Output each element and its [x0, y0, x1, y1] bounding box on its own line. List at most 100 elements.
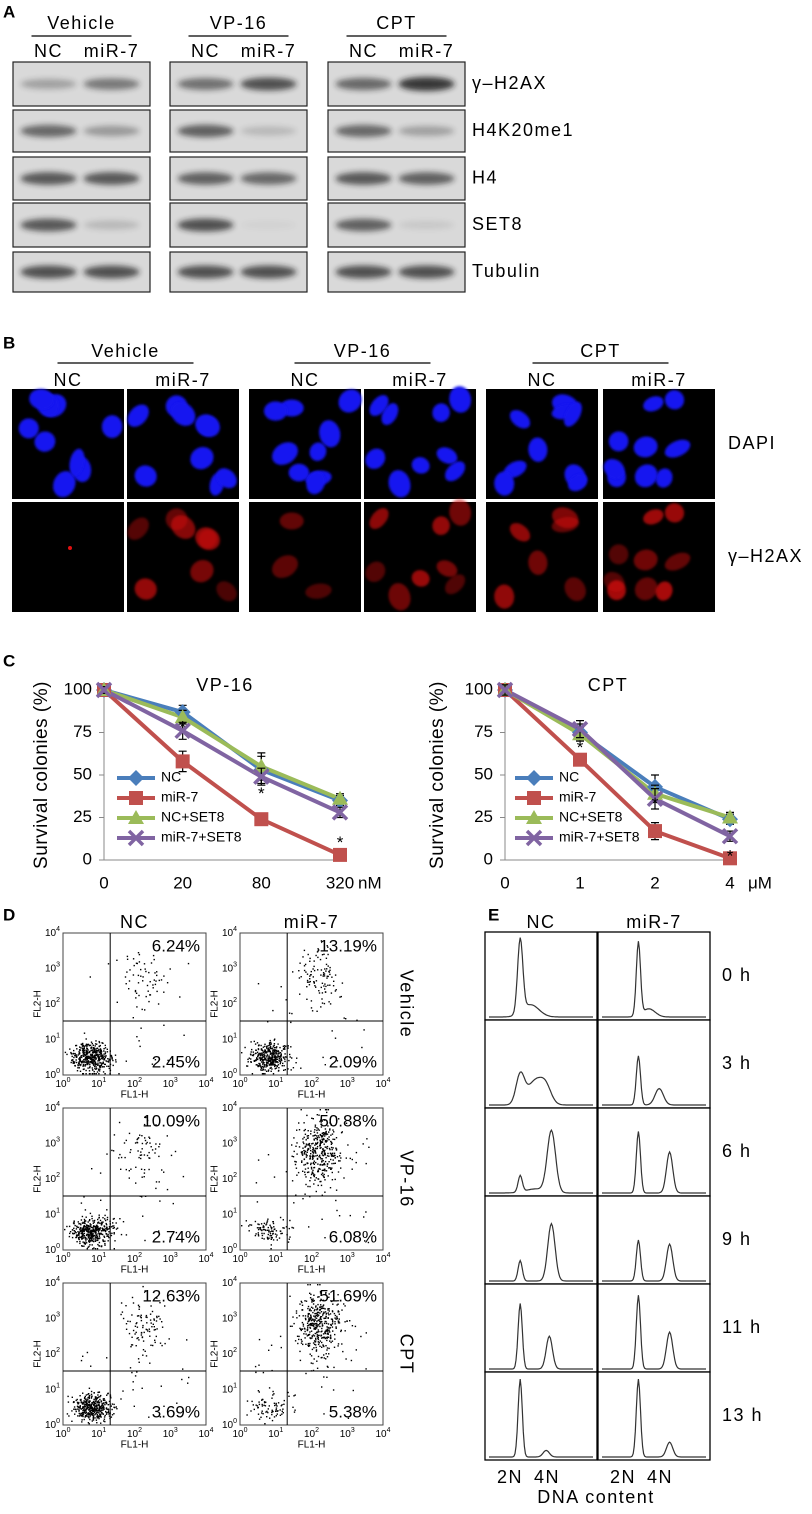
- event-dot: [107, 1409, 110, 1411]
- event-dot: [87, 1416, 89, 1418]
- event-dot: [324, 1149, 326, 1152]
- event-dot: [288, 1227, 290, 1230]
- event-dot: [328, 1328, 330, 1330]
- event-dot: [103, 1050, 105, 1052]
- event-dot: [84, 1065, 86, 1067]
- event-dot: [261, 1069, 263, 1071]
- event-dot: [85, 1216, 87, 1218]
- event-dot: [326, 1330, 328, 1333]
- tick-base: 10: [91, 1429, 103, 1440]
- event-dot: [312, 968, 314, 970]
- y-tick-label: 101: [45, 1207, 60, 1220]
- event-dot: [78, 1052, 81, 1054]
- event-dot: [128, 1332, 131, 1335]
- event-dot: [121, 1311, 124, 1313]
- event-dot: [107, 1233, 109, 1236]
- event-dot: [326, 1297, 328, 1299]
- event-dot: [97, 1391, 99, 1394]
- event-dot: [84, 1242, 87, 1244]
- tick-base: 10: [222, 1245, 234, 1256]
- histogram-curve: [602, 1131, 706, 1194]
- event-dot: [80, 1237, 83, 1239]
- event-dot: [92, 1229, 95, 1231]
- event-dot: [77, 1231, 79, 1233]
- event-dot: [346, 1320, 348, 1322]
- event-dot: [254, 1365, 257, 1368]
- event-dot: [306, 1137, 309, 1139]
- event-dot: [329, 1331, 331, 1333]
- event-dot: [292, 1227, 295, 1229]
- event-dot: [87, 1043, 90, 1046]
- event-dot: [140, 1314, 142, 1316]
- event-dot: [69, 1232, 71, 1235]
- data-marker: [174, 722, 191, 740]
- event-dot: [93, 1219, 96, 1222]
- event-dot: [98, 1040, 100, 1043]
- event-dot: [116, 1408, 118, 1410]
- event-dot: [326, 1163, 329, 1165]
- tick-exponent: 0: [233, 1243, 237, 1250]
- event-dot: [326, 1336, 329, 1338]
- event-dot: [134, 989, 137, 992]
- event-dot: [136, 1322, 138, 1324]
- event-dot: [99, 1068, 101, 1070]
- event-dot: [270, 1047, 272, 1050]
- event-dot: [102, 1405, 104, 1407]
- event-dot: [78, 1234, 80, 1236]
- event-dot: [322, 973, 325, 976]
- event-dot: [113, 1232, 115, 1234]
- event-dot: [275, 1050, 277, 1052]
- event-dot: [293, 1411, 296, 1413]
- event-dot: [339, 996, 341, 998]
- y-tick-label: 102: [222, 1347, 237, 1360]
- event-dot: [319, 1144, 321, 1147]
- event-dot: [104, 1242, 106, 1245]
- event-dot: [110, 1226, 113, 1228]
- event-dot: [107, 1393, 109, 1395]
- event-dot: [84, 1053, 86, 1056]
- legend-label: NC: [559, 769, 579, 785]
- event-dot: [82, 1407, 84, 1409]
- event-dot: [307, 1334, 310, 1336]
- event-dot: [127, 1320, 129, 1322]
- event-dot: [269, 1047, 271, 1049]
- event-dot: [332, 1159, 334, 1161]
- event-dot: [311, 1318, 313, 1320]
- event-dot: [266, 1047, 268, 1049]
- event-dot: [324, 1330, 327, 1332]
- event-dot: [91, 1235, 93, 1237]
- row-label: CPT: [396, 1334, 416, 1375]
- event-dot: [317, 1341, 319, 1343]
- tick-base: 10: [127, 1429, 139, 1440]
- tick-base: 10: [222, 1034, 234, 1045]
- significance-mark: *: [258, 784, 265, 803]
- event-dot: [102, 1062, 104, 1064]
- event-dot: [267, 1226, 269, 1229]
- event-dot: [318, 1129, 320, 1131]
- event-dot: [131, 1296, 134, 1299]
- event-dot: [330, 1123, 332, 1126]
- event-dot: [307, 1147, 309, 1150]
- event-dot: [86, 1400, 88, 1402]
- tick-exponent: 4: [233, 926, 237, 933]
- event-dot: [315, 1346, 317, 1349]
- event-dot: [132, 1381, 134, 1383]
- y-tick-label: 102: [222, 1172, 237, 1185]
- event-dot: [322, 1150, 325, 1152]
- event-dot: [104, 1055, 106, 1057]
- event-dot: [77, 1403, 79, 1405]
- event-dot: [321, 1386, 323, 1388]
- event-dot: [320, 974, 322, 976]
- event-dot: [287, 1047, 289, 1049]
- event-dot: [311, 1299, 313, 1302]
- x-tick-label: 104: [375, 1077, 390, 1090]
- event-dot: [276, 1056, 278, 1059]
- event-dot: [340, 1132, 343, 1134]
- event-dot: [147, 990, 149, 992]
- event-dot: [94, 1402, 96, 1404]
- event-dot: [89, 1064, 91, 1066]
- blot-band: [83, 220, 140, 230]
- event-dot: [90, 1240, 92, 1242]
- event-dot: [78, 1067, 80, 1069]
- event-dot: [91, 1061, 94, 1064]
